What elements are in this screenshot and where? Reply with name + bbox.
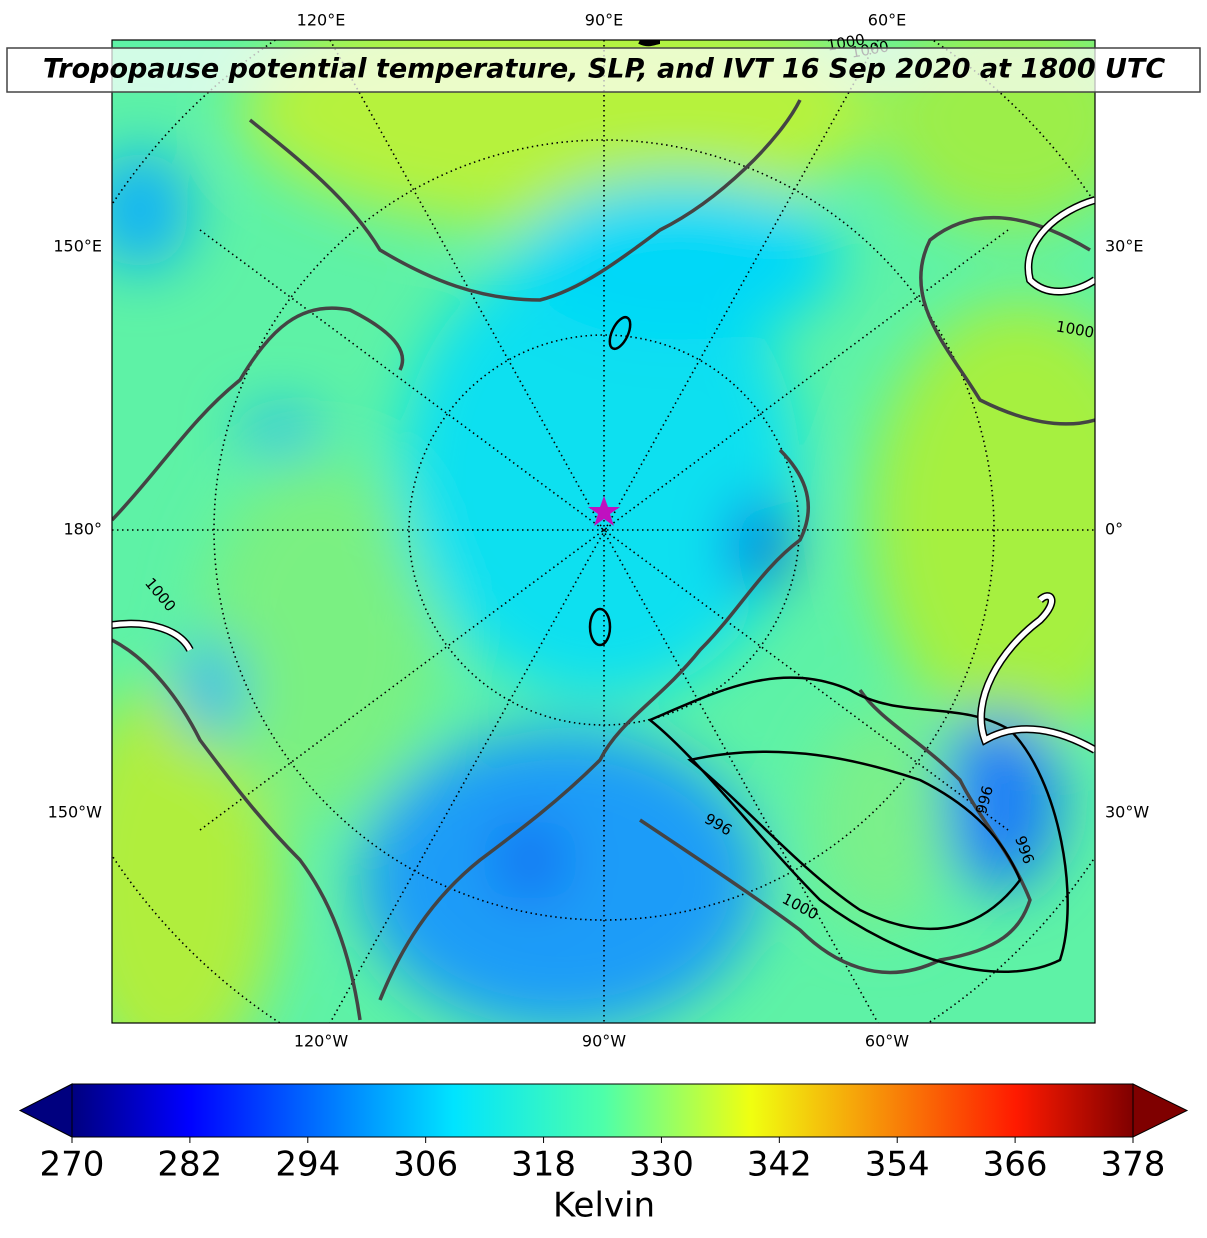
lon-label: 60°E bbox=[868, 11, 906, 30]
colorbar-tick-label: 342 bbox=[747, 1145, 812, 1185]
colorbar-tick-label: 270 bbox=[40, 1145, 105, 1185]
lon-label: 150°E bbox=[53, 237, 102, 256]
lon-label: 60°W bbox=[865, 1032, 909, 1051]
lon-label: 0° bbox=[1105, 520, 1123, 539]
lon-label: 90°W bbox=[582, 1032, 626, 1051]
colorbar-tick-label: 306 bbox=[393, 1145, 458, 1185]
lon-label: 30°W bbox=[1105, 803, 1149, 822]
colorbar-tick-label: 282 bbox=[157, 1145, 222, 1185]
colorbar-extend-low bbox=[18, 1083, 73, 1138]
colorbar-tick-label: 354 bbox=[865, 1145, 930, 1185]
lon-label: 90°E bbox=[585, 11, 623, 30]
lon-label: 150°W bbox=[48, 803, 103, 822]
map-title: Tropopause potential temperature, SLP, a… bbox=[43, 54, 1166, 85]
lon-label: 30°E bbox=[1105, 237, 1143, 256]
colorbar-label: Kelvin bbox=[553, 1186, 655, 1226]
graticule-labels: 120°E 90°E 60°E 120°W 90°W 60°W 150°E 180° 150°W… bbox=[48, 11, 1150, 1051]
colorbar-ticks: 270 282 294 306 318 330 342 354 366 378 bbox=[40, 1137, 1166, 1185]
colorbar-tick-label: 318 bbox=[511, 1145, 576, 1185]
lon-label: 120°E bbox=[297, 11, 346, 30]
colorbar bbox=[71, 1083, 1134, 1138]
colorbar-tick-label: 330 bbox=[629, 1145, 694, 1185]
colorbar-tick-label: 378 bbox=[1101, 1145, 1166, 1185]
colorbar-tick-label: 294 bbox=[275, 1145, 340, 1185]
map-field bbox=[112, 40, 1095, 1023]
title-box bbox=[6, 47, 1201, 93]
map-frame bbox=[111, 39, 1096, 1024]
colorbar-extend-high bbox=[1132, 1083, 1189, 1138]
lon-label: 120°W bbox=[294, 1032, 349, 1051]
colorbar-tick-label: 366 bbox=[983, 1145, 1048, 1185]
lon-label: 180° bbox=[63, 520, 102, 539]
